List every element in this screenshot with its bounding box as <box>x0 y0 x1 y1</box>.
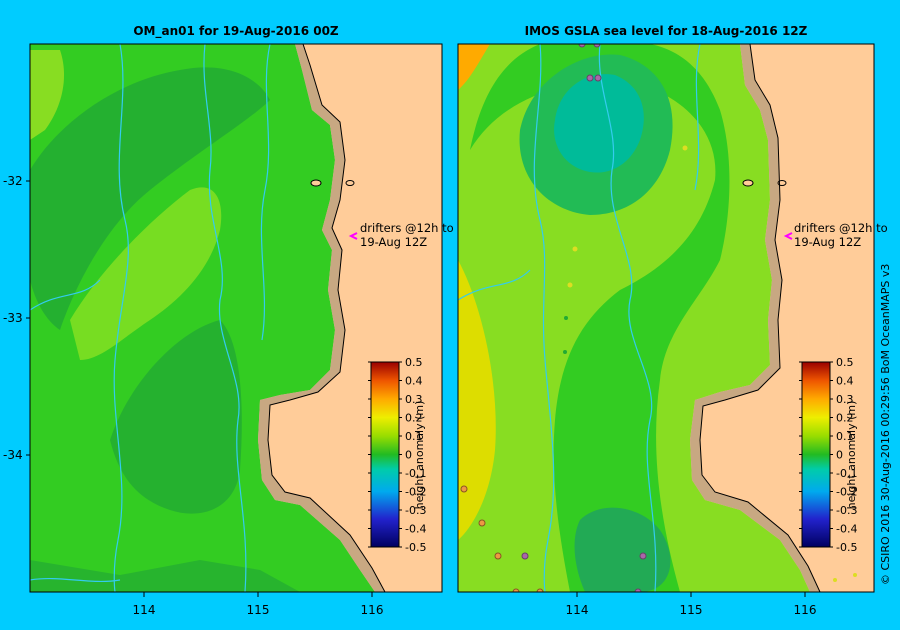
right-colorbar-tick: -0.3 <box>799 504 857 517</box>
left-map-panel: OM_an01 for 19-Aug-2016 00Z <box>3 24 454 617</box>
right-colorbar-tick: -0.2 <box>799 486 857 499</box>
island <box>310 179 322 187</box>
left-colorbar-tick: -0.5 <box>368 541 426 554</box>
left-dark-zone <box>110 320 242 514</box>
right-colorbar-tick: -0.4 <box>799 523 857 536</box>
right-colorbar-label: height anomaly (m) <box>845 401 858 510</box>
lat-tick-label: -33 <box>3 311 23 325</box>
left-colorbar-tick-label: 0.4 <box>405 375 423 388</box>
left-drifter-label-line2: 19-Aug 12Z <box>360 235 427 249</box>
right-colorbar-tick: 0 <box>799 449 843 462</box>
left-light-zone <box>70 187 222 360</box>
right-colorbar-tick-label: 0.2 <box>836 412 854 425</box>
right-panel-title: IMOS GSLA sea level for 18-Aug-2016 12Z <box>525 24 808 38</box>
right-south-zone <box>574 507 671 592</box>
right-colorbar-tick-label: 0 <box>836 449 843 462</box>
left-colorbar-tick: -0.2 <box>368 486 426 499</box>
right-high-zone <box>458 44 490 90</box>
left-colorbar-tick: 0.5 <box>368 356 423 369</box>
right-colorbar-tick-label: -0.2 <box>836 486 857 499</box>
right-drifter-label-line2: 19-Aug 12Z <box>794 235 861 249</box>
left-panel-title: OM_an01 for 19-Aug-2016 00Z <box>133 24 339 39</box>
island <box>742 179 754 187</box>
drifter-marker <box>348 232 358 240</box>
left-colorbar-tick-label: -0.3 <box>405 504 426 517</box>
right-lon-tick-label: 116 <box>794 603 817 617</box>
right-high-zone <box>458 260 496 540</box>
right-lon-tick-label: 115 <box>680 603 703 617</box>
left-colorbar-tick-label: 0.3 <box>405 393 423 406</box>
lat-tick-label: -34 <box>3 448 23 462</box>
left-colorbar-tick: 0.1 <box>368 430 423 443</box>
right-colorbar-tick-label: -0.1 <box>836 467 857 480</box>
right-colorbar-tick-label: -0.4 <box>836 523 857 536</box>
left-colorbar-tick: -0.1 <box>368 467 426 480</box>
drifter-marker <box>783 232 793 240</box>
island <box>777 180 787 186</box>
left-colorbar-tick: 0.4 <box>368 375 423 388</box>
left-colorbar-tick: -0.4 <box>368 523 426 536</box>
left-dark-zone <box>30 560 300 592</box>
right-map-panel: IMOS GSLA sea level for 18-Aug-2016 12Z <box>457 24 888 617</box>
right-eddy-core <box>554 74 644 173</box>
right-colorbar-tick: -0.5 <box>799 541 857 554</box>
left-lon-tick-label: 116 <box>361 603 384 617</box>
lat-tick-label: -32 <box>3 174 23 188</box>
island <box>345 180 355 186</box>
right-colorbar-tick-label: -0.5 <box>836 541 857 554</box>
left-colorbar-tick-label: -0.1 <box>405 467 426 480</box>
right-colorbar-tick-label: 0.1 <box>836 430 854 443</box>
left-colorbar-tick: 0 <box>368 449 412 462</box>
left-colorbar-tick-label: 0.2 <box>405 412 423 425</box>
right-mid-zone <box>470 44 730 592</box>
left-colorbar-ticks: 0.5 0.4 0.3 0.2 0.1 0 -0.1 -0.2 -0.3 -0.4 -0.5 <box>368 356 426 554</box>
left-current-lines <box>30 44 271 592</box>
right-colorbar-tick: -0.1 <box>799 467 857 480</box>
right-drifter-label-line1: drifters @12h to <box>794 221 888 235</box>
right-coastline <box>699 44 821 592</box>
right-map-frame <box>457 43 875 593</box>
right-drifter-dots <box>460 44 857 592</box>
left-colorbar-label: height anomaly (m) <box>413 401 426 510</box>
right-colorbar-tick: 0.1 <box>799 430 854 443</box>
left-colorbar-tick-label: -0.2 <box>405 486 426 499</box>
left-colorbar-tick: -0.3 <box>368 504 426 517</box>
left-colorbar-tick-label: -0.4 <box>405 523 426 536</box>
right-colorbar-tick: 0.4 <box>799 375 854 388</box>
left-colorbar-tick-label: 0.5 <box>405 356 423 369</box>
left-colorbar-tick: 0.3 <box>368 393 423 406</box>
left-lat-ticks: -32 -33 -34 <box>3 174 30 462</box>
right-colorbar-tick-label: 0.4 <box>836 375 854 388</box>
right-colorbar-tick: 0.2 <box>799 412 854 425</box>
right-colorbar-tick-label: 0.5 <box>836 356 854 369</box>
left-colorbar-tick: 0.2 <box>368 412 423 425</box>
right-current-lines <box>458 44 701 592</box>
right-colorbar-tick: 0.3 <box>799 393 854 406</box>
left-drifter-label-line1: drifters @12h to <box>360 221 454 235</box>
left-colorbar-tick-label: 0 <box>405 449 412 462</box>
right-lon-tick-label: 114 <box>566 603 589 617</box>
left-light-zone <box>30 50 65 140</box>
left-colorbar-tick-label: 0.1 <box>405 430 423 443</box>
left-colorbar <box>370 361 400 548</box>
right-colorbar-tick: 0.5 <box>799 356 854 369</box>
right-lon-ticks: 114 115 116 <box>566 592 817 617</box>
left-colorbar-tick-label: -0.5 <box>405 541 426 554</box>
right-colorbar-tick-label: -0.3 <box>836 504 857 517</box>
left-lon-tick-label: 114 <box>133 603 156 617</box>
right-colorbar-ticks: 0.5 0.4 0.3 0.2 0.1 0 -0.1 -0.2 -0.3 -0.4 -0.5 <box>799 356 857 554</box>
credit-text: © CSIRO 2016 30-Aug-2016 00:29:56 BoM Oc… <box>879 264 892 585</box>
left-map-field <box>30 44 442 592</box>
left-lon-ticks: 114 115 116 <box>133 592 384 617</box>
left-coastline <box>267 44 386 592</box>
right-colorbar-tick-label: 0.3 <box>836 393 854 406</box>
right-colorbar <box>801 361 831 548</box>
left-lon-tick-label: 115 <box>247 603 270 617</box>
